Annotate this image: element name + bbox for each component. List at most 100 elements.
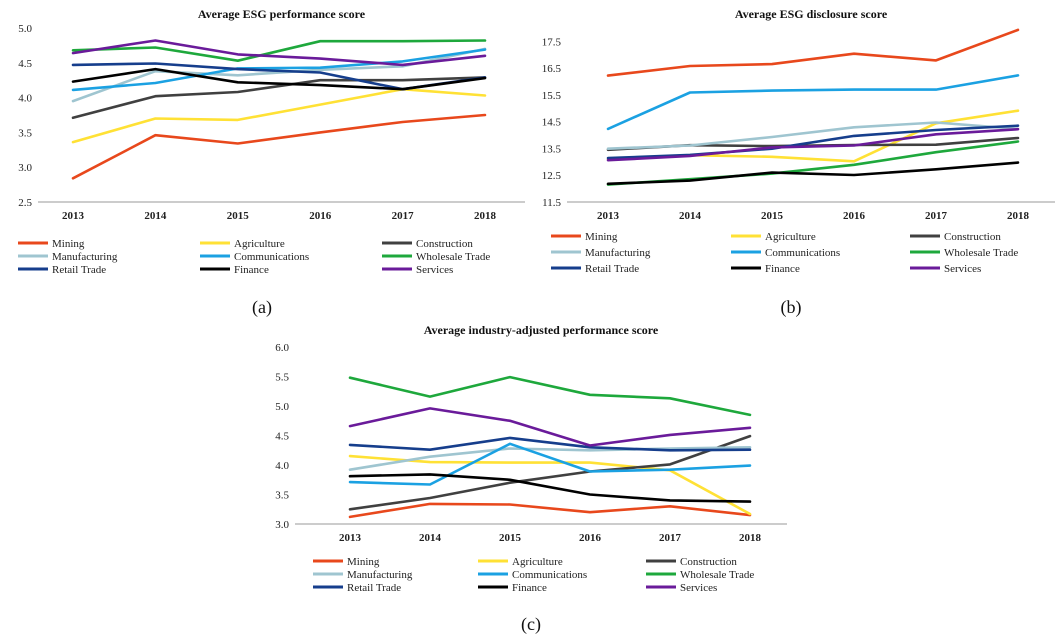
series-line-manufacturing	[348, 445, 752, 472]
x-tick-label: 2018	[1007, 210, 1030, 222]
x-tick-label: 2014	[679, 210, 702, 222]
legend-label: Finance	[765, 263, 800, 275]
legend-label: Agriculture	[765, 231, 816, 243]
legend-label: Communications	[512, 569, 587, 581]
chart-legend: Mining Agriculture Construction Manufacturi…	[18, 238, 490, 276]
legend-label: Mining	[585, 231, 618, 243]
x-tick-label: 2014	[419, 532, 442, 544]
series-line-construction	[348, 434, 752, 511]
chart-title: Average ESG performance score	[198, 7, 366, 21]
series-line-agriculture	[606, 109, 1020, 163]
series-line-retail-trade	[348, 436, 752, 452]
chart-title: Average ESG disclosure score	[735, 7, 888, 21]
y-tick-label: 4.0	[275, 460, 289, 472]
y-tick-label: 4.0	[18, 93, 32, 105]
panel-caption: (b)	[781, 297, 802, 318]
series-line-agriculture	[71, 87, 487, 144]
chart-legend: Mining Agriculture Construction Manufacturi…	[313, 556, 754, 594]
series-line-communications	[348, 442, 752, 486]
y-tick-label: 2.5	[18, 197, 32, 209]
series-line-agriculture	[348, 454, 752, 516]
y-tick-label: 3.5	[18, 127, 32, 139]
x-tick-label: 2013	[62, 210, 85, 222]
x-tick-label: 2016	[579, 532, 602, 544]
legend-label: Services	[944, 263, 981, 275]
panel-caption: (a)	[252, 297, 272, 318]
legend-label: Finance	[512, 582, 547, 594]
x-tick-label: 2013	[597, 210, 620, 222]
legend-label: Finance	[234, 264, 269, 276]
legend-label: Manufacturing	[347, 569, 413, 581]
series-line-wholesale-trade	[71, 39, 487, 63]
series-line-communications	[71, 48, 487, 92]
x-tick-label: 2015	[227, 210, 250, 222]
legend-label: Wholesale Trade	[680, 569, 754, 581]
series-line-finance	[348, 473, 752, 503]
legend-label: Construction	[944, 231, 1001, 243]
legend-label: Mining	[347, 556, 380, 568]
chart-legend: Mining Agriculture Construction Manufacturi…	[551, 231, 1018, 275]
y-tick-label: 6.0	[275, 342, 289, 354]
chart-panel-b: Average ESG disclosure score 11.5 12.5 13.5…	[542, 7, 1055, 318]
legend-label: Manufacturing	[585, 247, 651, 259]
series-line-wholesale-trade	[606, 140, 1020, 186]
y-tick-label: 4.5	[18, 58, 32, 70]
legend-label: Retail Trade	[347, 582, 401, 594]
legend-label: Mining	[52, 238, 85, 250]
legend-label: Manufacturing	[52, 251, 118, 263]
y-tick-label: 12.5	[542, 170, 562, 182]
x-tick-label: 2016	[309, 210, 332, 222]
x-tick-label: 2015	[761, 210, 784, 222]
y-tick-label: 3.5	[275, 490, 289, 502]
x-tick-label: 2017	[659, 532, 682, 544]
x-tick-label: 2018	[739, 532, 762, 544]
panel-caption: (c)	[521, 614, 541, 635]
chart-title: Average industry-adjusted performance sc…	[424, 323, 659, 337]
series-line-services	[71, 39, 487, 67]
y-tick-label: 14.5	[542, 117, 562, 129]
y-tick-label: 16.5	[542, 63, 562, 75]
series-line-mining	[348, 502, 752, 519]
legend-label: Construction	[416, 238, 473, 250]
series-line-manufacturing	[606, 121, 1020, 150]
series-line-wholesale-trade	[348, 375, 752, 417]
chart-panel-c: Average industry-adjusted performance sc…	[275, 323, 787, 635]
series-line-construction	[606, 136, 1020, 152]
legend-label: Communications	[765, 247, 840, 259]
series-line-mining	[606, 28, 1020, 77]
legend-label: Retail Trade	[585, 263, 639, 275]
x-tick-label: 2013	[339, 532, 362, 544]
legend-label: Agriculture	[512, 556, 563, 568]
x-tick-label: 2014	[144, 210, 167, 222]
x-tick-label: 2016	[843, 210, 866, 222]
x-tick-label: 2017	[925, 210, 948, 222]
y-tick-label: 5.0	[18, 23, 32, 35]
series-line-construction	[71, 76, 487, 120]
y-tick-label: 5.0	[275, 401, 289, 413]
legend-label: Retail Trade	[52, 264, 106, 276]
series-line-finance	[71, 67, 487, 91]
y-tick-label: 13.5	[542, 143, 562, 155]
series-line-services	[606, 127, 1020, 162]
series-line-mining	[71, 113, 487, 180]
y-tick-label: 5.5	[275, 372, 289, 384]
y-tick-label: 11.5	[542, 197, 561, 209]
legend-label: Wholesale Trade	[944, 247, 1018, 259]
y-tick-label: 17.5	[542, 36, 562, 48]
y-tick-label: 3.0	[275, 519, 289, 531]
y-tick-label: 3.0	[18, 162, 32, 174]
legend-label: Wholesale Trade	[416, 251, 490, 263]
chart-panel-a: Average ESG performance score 2.5 3.0 3.5 4.…	[18, 7, 525, 318]
series-line-communications	[606, 74, 1020, 131]
series-line-services	[348, 407, 752, 447]
y-tick-label: 4.5	[275, 431, 289, 443]
legend-label: Communications	[234, 251, 309, 263]
legend-label: Construction	[680, 556, 737, 568]
legend-label: Agriculture	[234, 238, 285, 250]
legend-label: Services	[680, 582, 717, 594]
x-tick-label: 2018	[474, 210, 497, 222]
x-tick-label: 2015	[499, 532, 522, 544]
x-tick-label: 2017	[392, 210, 415, 222]
y-tick-label: 15.5	[542, 90, 562, 102]
